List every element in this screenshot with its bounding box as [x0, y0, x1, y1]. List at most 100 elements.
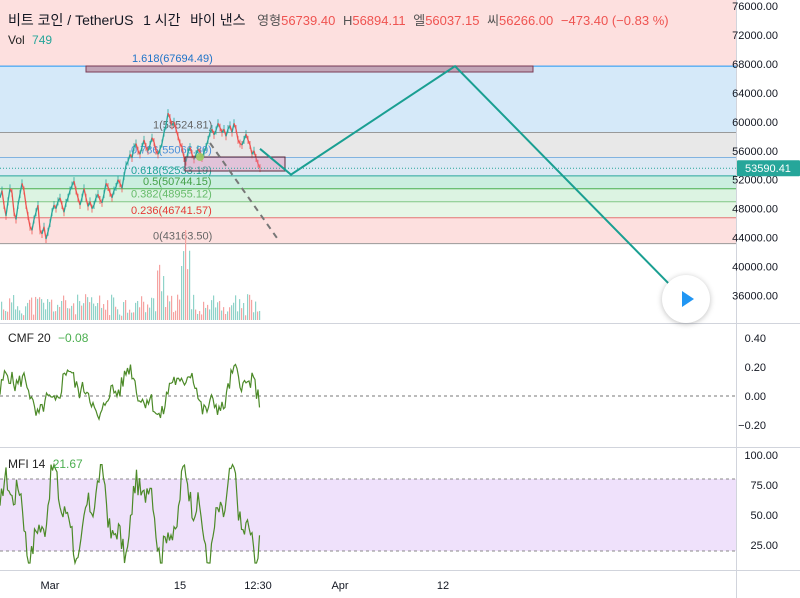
volume-bar: [251, 299, 253, 320]
volume-bar: [67, 308, 69, 320]
volume-bar: [235, 295, 237, 320]
volume-bar: [41, 299, 43, 320]
cmf-tick-label: 0.20: [745, 362, 766, 374]
mfi-label: MFI 14: [8, 457, 46, 471]
cmf-legend[interactable]: CMF 20 −0.08: [8, 331, 88, 345]
fib-zone: [0, 188, 736, 202]
open-value: 56739.40: [281, 13, 336, 28]
price-tick-label: 40000.00: [732, 262, 778, 274]
volume-bar: [87, 297, 89, 320]
mfi-legend[interactable]: MFI 14 21.67: [8, 457, 83, 471]
volume-bar: [27, 302, 29, 320]
price-tick-label: 36000.00: [732, 291, 778, 303]
volume-bar: [119, 314, 121, 320]
volume-bar: [57, 304, 59, 320]
cmf-tick-label: 0.00: [745, 391, 766, 403]
price-tick-label: 56000.00: [732, 146, 778, 158]
volume-bar: [77, 294, 79, 320]
cmf-tick-label: 0.40: [745, 333, 766, 345]
volume-bar: [159, 264, 161, 320]
volume-bar: [29, 299, 31, 320]
price-tick-label: 60000.00: [732, 117, 778, 129]
fib-zone: [0, 217, 736, 244]
volume-bar: [93, 303, 95, 320]
volume-bar: [193, 294, 195, 320]
volume-bar: [79, 301, 81, 320]
volume-bar: [221, 310, 223, 320]
volume-bar: [205, 307, 207, 320]
volume-bar: [237, 311, 239, 320]
time-tick-label: Mar: [41, 580, 60, 592]
volume-bar: [167, 295, 169, 320]
volume-bar: [107, 300, 109, 320]
volume-bar: [47, 299, 49, 320]
volume-bar: [59, 306, 61, 320]
volume-bar: [21, 313, 23, 320]
volume-bar: [243, 302, 245, 320]
volume-bar: [19, 310, 21, 320]
volume-bar: [231, 305, 233, 320]
volume-bar: [169, 301, 171, 320]
price-tick-label: 48000.00: [732, 204, 778, 216]
fib-zone: [0, 201, 736, 218]
volume-bar: [247, 294, 249, 320]
volume-bar: [129, 309, 131, 320]
volume-bar: [141, 296, 143, 320]
fib-level-label: 0.5(50744.15): [143, 176, 212, 188]
volume-bar: [73, 303, 75, 320]
interval-label[interactable]: 1 시간: [143, 12, 181, 28]
volume-bar: [5, 310, 7, 320]
volume-bar: [61, 300, 63, 320]
time-tick-label: Apr: [331, 580, 348, 592]
time-tick-label: 15: [174, 580, 186, 592]
volume-bar: [151, 297, 153, 320]
volume-bar: [97, 302, 99, 320]
fib-level-label: 1(58524.81): [153, 119, 212, 131]
high-label: H: [342, 13, 353, 28]
volume-bar: [207, 304, 209, 320]
volume-bar: [171, 295, 173, 320]
volume-bar: [117, 309, 119, 320]
volume-bar: [189, 250, 191, 320]
volume-bar: [63, 295, 65, 320]
volume-bar: [155, 311, 157, 320]
marker-dot: [196, 153, 204, 161]
play-button[interactable]: [662, 275, 710, 323]
volume-bar: [175, 310, 177, 320]
volume-bar: [191, 309, 193, 320]
volume-bar: [239, 299, 241, 320]
volume-bar: [185, 230, 187, 320]
volume-bar: [55, 311, 57, 320]
cmf-label: CMF 20: [8, 331, 51, 345]
volume-bar: [181, 266, 183, 320]
price-badge-bg: [737, 160, 800, 177]
mfi-band: [0, 479, 736, 551]
symbol-title[interactable]: 비트 코인 / TetherUS: [8, 12, 134, 28]
volume-bar: [213, 295, 215, 320]
volume-bar: [179, 299, 181, 320]
volume-bar: [31, 297, 33, 320]
price-tick-label: 44000.00: [732, 233, 778, 245]
dashed-trendline: [209, 142, 278, 239]
volume-bar: [219, 300, 221, 320]
volume-bar: [49, 301, 51, 320]
volume-bar: [111, 294, 113, 320]
open-label: 영형: [257, 13, 282, 28]
volume-bar: [89, 302, 91, 320]
volume-bar: [149, 307, 151, 320]
volume-bar: [81, 305, 83, 320]
volume-bar: [95, 306, 97, 320]
high-value: 56894.11: [352, 13, 406, 28]
volume-bar: [3, 309, 5, 320]
price-segment: [37, 204, 41, 231]
volume-bar: [43, 302, 45, 320]
change-value: −473.40 (−0.83 %): [560, 13, 669, 28]
volume-bar: [13, 295, 15, 320]
volume-bar: [229, 307, 231, 320]
volume-bar: [53, 311, 55, 320]
volume-bar: [187, 269, 189, 320]
price-tick-label: 64000.00: [732, 88, 778, 100]
volume-legend[interactable]: Vol 749: [8, 33, 52, 47]
fib-level-label: 1.618(67694.49): [132, 53, 213, 65]
fib-target-box: [85, 65, 534, 73]
